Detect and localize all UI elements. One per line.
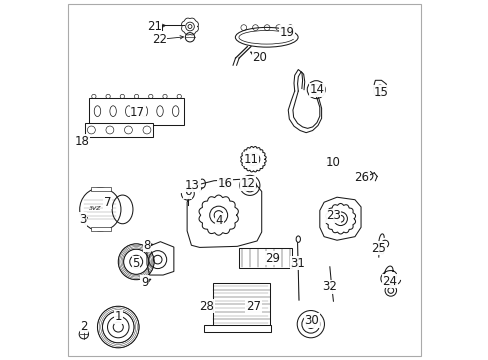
Text: 11: 11 — [243, 153, 258, 166]
Text: 8: 8 — [143, 239, 150, 252]
Text: 5: 5 — [132, 257, 140, 270]
Text: 28: 28 — [199, 300, 214, 313]
FancyBboxPatch shape — [85, 123, 153, 137]
Text: 14: 14 — [309, 83, 324, 96]
Text: 20: 20 — [252, 51, 266, 64]
Text: 26: 26 — [354, 171, 369, 184]
Text: 6: 6 — [183, 185, 191, 198]
Text: 1: 1 — [114, 310, 122, 324]
Text: 16: 16 — [217, 177, 232, 190]
Text: 9: 9 — [141, 276, 148, 289]
FancyBboxPatch shape — [239, 248, 292, 268]
Text: 23: 23 — [325, 210, 340, 222]
Text: 17: 17 — [130, 106, 145, 119]
Text: 7: 7 — [103, 196, 111, 209]
Text: 22: 22 — [151, 33, 166, 46]
Text: 12: 12 — [240, 177, 255, 190]
FancyBboxPatch shape — [91, 226, 110, 231]
Text: 24: 24 — [382, 275, 396, 288]
Text: 31: 31 — [289, 257, 305, 270]
Text: 19: 19 — [279, 26, 294, 39]
Text: 15: 15 — [373, 86, 388, 99]
Text: 25: 25 — [371, 242, 386, 255]
Text: 21: 21 — [146, 20, 162, 33]
Text: 13: 13 — [184, 179, 200, 192]
Text: 18: 18 — [75, 135, 90, 148]
FancyBboxPatch shape — [91, 187, 110, 192]
FancyBboxPatch shape — [89, 98, 184, 125]
FancyBboxPatch shape — [204, 325, 270, 332]
Text: 3: 3 — [79, 213, 86, 226]
Text: 30: 30 — [304, 314, 319, 327]
Text: 3VZ: 3VZ — [89, 206, 102, 211]
Text: 27: 27 — [245, 300, 261, 313]
FancyBboxPatch shape — [212, 283, 269, 326]
Text: 4: 4 — [215, 214, 223, 227]
Text: 2: 2 — [80, 320, 87, 333]
Text: 29: 29 — [264, 252, 280, 265]
Text: 32: 32 — [322, 280, 337, 293]
Text: 10: 10 — [325, 156, 340, 169]
